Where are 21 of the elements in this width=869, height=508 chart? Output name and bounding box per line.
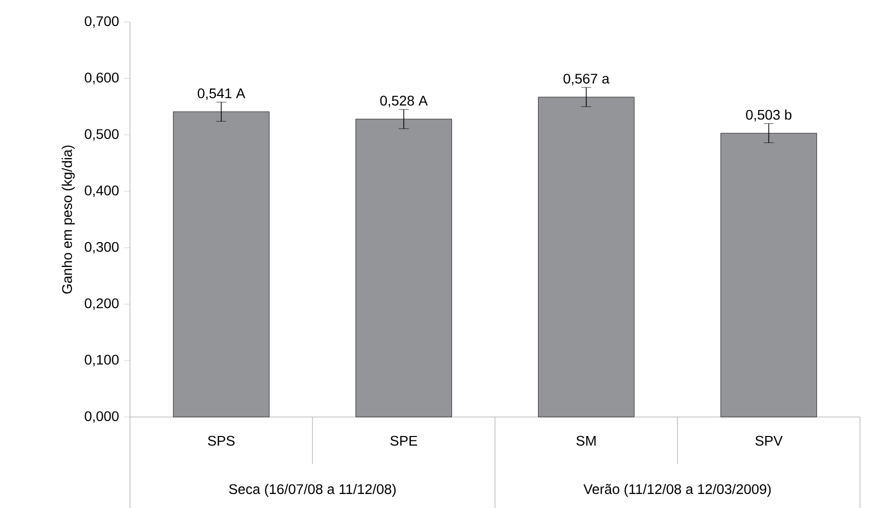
x-tick-label: SPS: [208, 436, 235, 446]
data-label: 0,541 A: [198, 88, 246, 100]
y-tick-label: 0,200: [84, 298, 119, 310]
x-tick-label: SM: [576, 436, 596, 446]
bar: [173, 111, 270, 418]
text: Verão (11/12/08 a 12/03/2009): [583, 484, 771, 497]
y-tick-label: 0,300: [84, 242, 119, 254]
data-label: 0,567 a: [564, 74, 610, 86]
y-tick-label: 0,600: [84, 72, 119, 84]
x-tick-label: SPV: [755, 436, 783, 446]
y-tick-label: 0,100: [84, 354, 119, 366]
y-tick-label: 0,500: [84, 128, 119, 141]
y-tick-label: 0,000: [84, 411, 119, 423]
bar: [720, 132, 817, 418]
y-tick-label: 0,700: [84, 16, 119, 28]
text: Seca (16/07/08 a 11/12/08): [229, 484, 396, 497]
data-label: 0,503 b: [746, 109, 792, 122]
y-tick-label: 0,400: [84, 185, 119, 197]
data-label: 0,528 A: [380, 96, 428, 108]
x-tick-label: SPE: [390, 436, 418, 446]
y-axis-title: Ganho em peso (kg/dia): [62, 145, 75, 294]
